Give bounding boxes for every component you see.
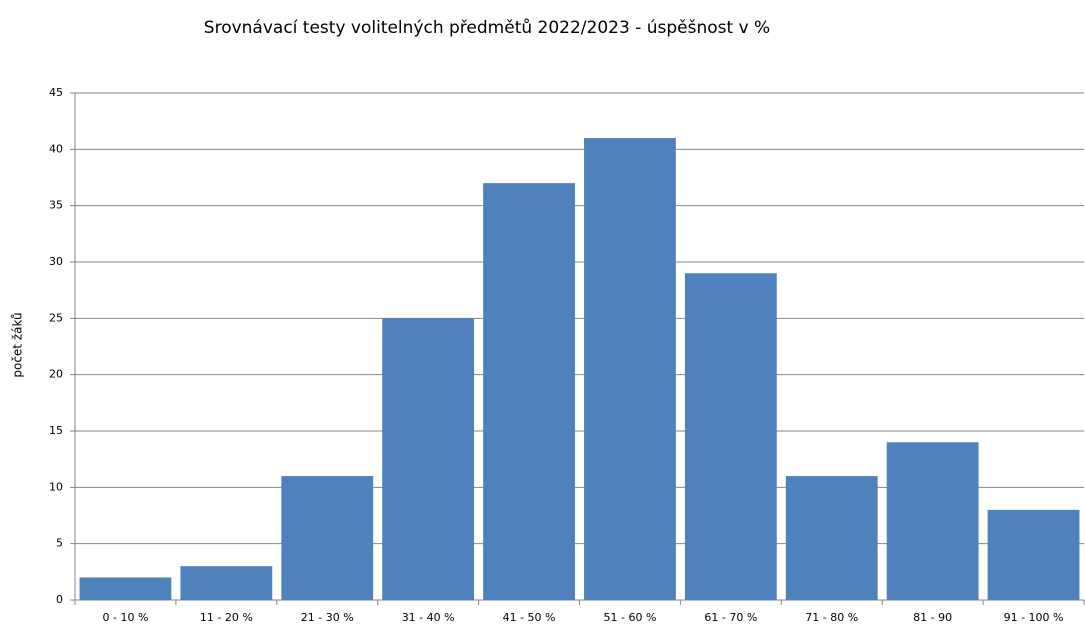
y-tick-label: 35 (49, 199, 63, 212)
x-tick-label: 61 - 70 % (704, 611, 757, 624)
y-tick-label: 30 (49, 255, 63, 268)
bar (483, 183, 575, 600)
y-tick-label: 45 (49, 86, 63, 99)
bar (79, 577, 172, 600)
bar (886, 442, 979, 600)
bar (281, 476, 374, 600)
x-tick-label: 51 - 60 % (603, 611, 656, 624)
x-tick-label: 91 - 100 % (1004, 611, 1064, 624)
chart-title: Srovnávací testy volitelných předmětů 20… (204, 18, 770, 38)
y-tick-label: 20 (49, 368, 63, 381)
x-tick-label: 31 - 40 % (402, 611, 455, 624)
y-tick-label: 0 (56, 593, 63, 606)
bar (180, 566, 273, 600)
y-axis-label: počet žáků (11, 312, 25, 377)
y-tick-label: 10 (49, 480, 63, 493)
y-tick-label: 15 (49, 424, 63, 437)
x-tick-label: 11 - 20 % (200, 611, 253, 624)
x-tick-label: 0 - 10 % (102, 611, 148, 624)
bar (785, 476, 878, 600)
bar (584, 138, 676, 601)
bar (684, 273, 777, 600)
bar (382, 318, 475, 600)
x-tick-label: 81 - 90 (913, 611, 952, 624)
x-tick-label: 41 - 50 % (503, 611, 556, 624)
y-tick-label: 25 (49, 311, 63, 324)
bar (987, 509, 1080, 600)
x-tick-label: 21 - 30 % (301, 611, 354, 624)
y-tick-label: 40 (49, 142, 63, 155)
y-tick-label: 5 (56, 537, 63, 550)
x-tick-label: 71 - 80 % (805, 611, 858, 624)
